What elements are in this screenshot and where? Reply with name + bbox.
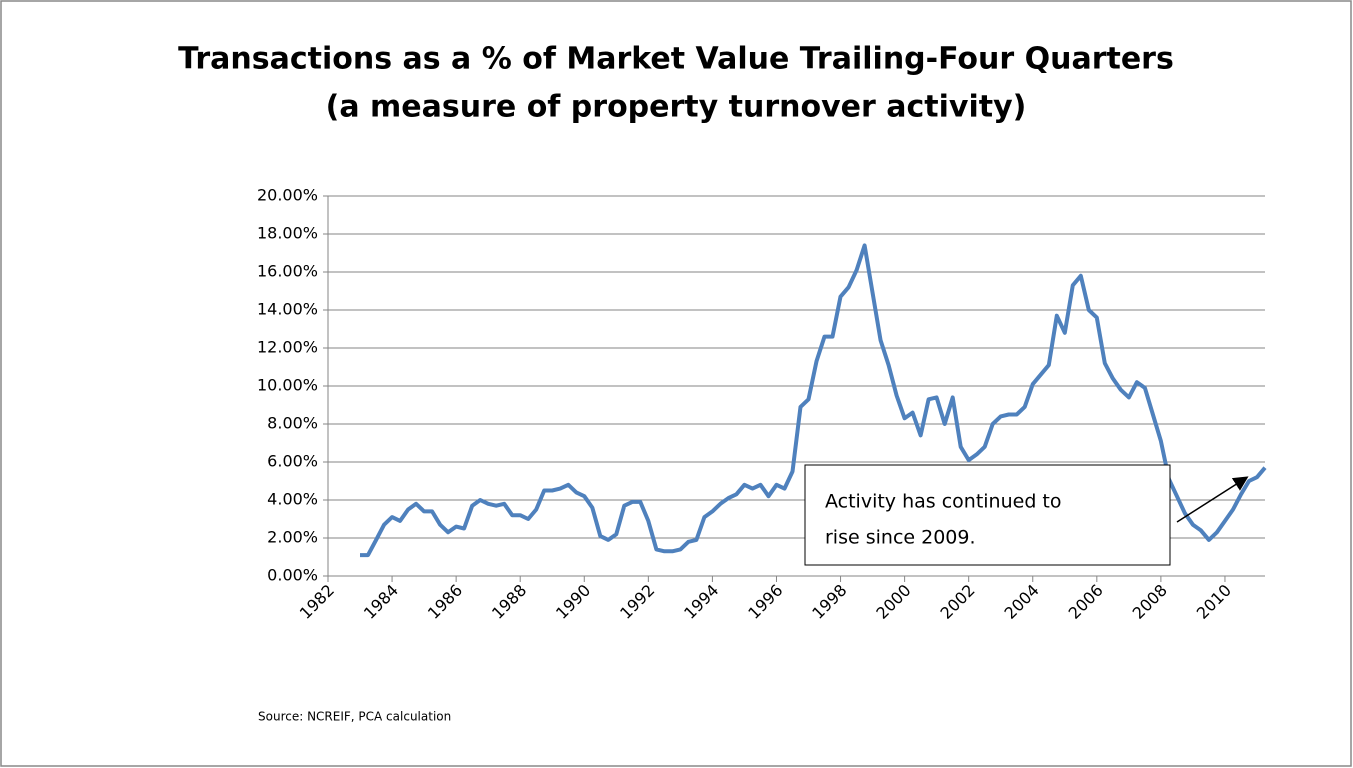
data-line (360, 243, 1267, 558)
y-tick-label: 14.00% (257, 300, 318, 319)
annotation-arrow (1176, 476, 1249, 523)
annotation-text: Activity has continued to (825, 491, 1062, 513)
y-tick-label: 4.00% (267, 490, 318, 509)
y-tick-label: 6.00% (267, 452, 318, 471)
y-tick-label: 12.00% (257, 338, 318, 357)
chart-subtitle: (a measure of property turnover activity… (326, 90, 1027, 125)
y-tick-label: 16.00% (257, 262, 318, 281)
y-tick-label: 8.00% (267, 414, 318, 433)
annotation-box (804, 464, 1171, 566)
annotation-text: rise since 2009. (825, 527, 976, 549)
source-note: Source: NCREIF, PCA calculation (258, 710, 451, 724)
y-tick-label: 2.00% (267, 528, 318, 547)
y-tick-label: 20.00% (257, 186, 318, 205)
y-tick-label: 0.00% (267, 566, 318, 585)
y-tick-label: 10.00% (257, 376, 318, 395)
chart-title: Transactions as a % of Market Value Trai… (178, 42, 1174, 77)
y-tick-label: 18.00% (257, 224, 318, 243)
